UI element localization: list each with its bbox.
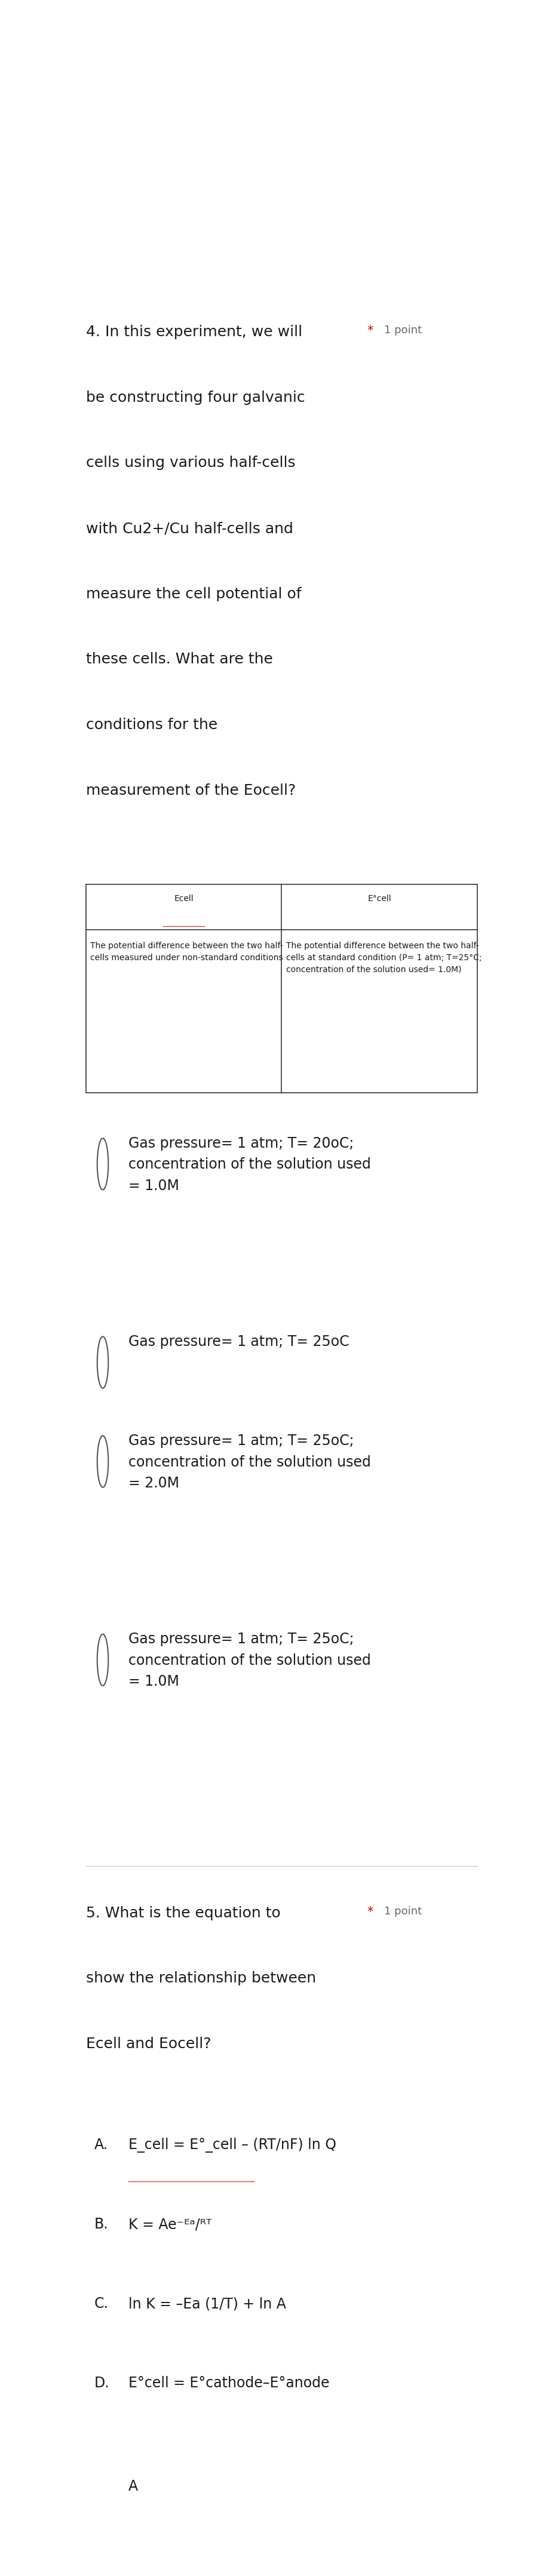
- Text: E°cell = E°cathode–E°anode: E°cell = E°cathode–E°anode: [128, 2375, 329, 2391]
- Text: these cells. What are the: these cells. What are the: [86, 652, 272, 667]
- Text: The potential difference between the two half-
cells at standard condition (P= 1: The potential difference between the two…: [285, 943, 481, 974]
- Text: Gas pressure= 1 atm; T= 25oC;
concentration of the solution used
= 1.0M: Gas pressure= 1 atm; T= 25oC; concentrat…: [128, 1633, 371, 1690]
- Text: Gas pressure= 1 atm; T= 25oC;
concentration of the solution used
= 2.0M: Gas pressure= 1 atm; T= 25oC; concentrat…: [128, 1435, 371, 1492]
- Text: measurement of the Eocell?: measurement of the Eocell?: [86, 783, 295, 799]
- Text: cells using various half-cells: cells using various half-cells: [86, 456, 295, 471]
- Text: 1 point: 1 point: [383, 1906, 421, 1917]
- Text: A.: A.: [94, 2138, 108, 2154]
- Text: *: *: [367, 325, 373, 337]
- Text: be constructing four galvanic: be constructing four galvanic: [86, 392, 305, 404]
- Text: conditions for the: conditions for the: [86, 719, 217, 732]
- Text: B.: B.: [94, 2218, 108, 2231]
- Text: 5. What is the equation to: 5. What is the equation to: [86, 1906, 280, 1919]
- Text: K = Ae⁻ᴱᵃ/ᴿᵀ: K = Ae⁻ᴱᵃ/ᴿᵀ: [128, 2218, 211, 2231]
- Text: E_cell = E°_cell – (RT/nF) ln Q: E_cell = E°_cell – (RT/nF) ln Q: [128, 2138, 336, 2154]
- Text: Gas pressure= 1 atm; T= 20oC;
concentration of the solution used
= 1.0M: Gas pressure= 1 atm; T= 20oC; concentrat…: [128, 1136, 371, 1193]
- Text: 4. In this experiment, we will: 4. In this experiment, we will: [86, 325, 302, 340]
- Text: The potential difference between the two half-
cells measured under non-standard: The potential difference between the two…: [90, 943, 282, 961]
- Text: show the relationship between: show the relationship between: [86, 1971, 316, 1986]
- Text: C.: C.: [94, 2298, 108, 2311]
- Text: measure the cell potential of: measure the cell potential of: [86, 587, 301, 600]
- Text: A: A: [128, 2478, 138, 2494]
- Bar: [86, 884, 477, 1092]
- Text: E°cell: E°cell: [367, 894, 391, 902]
- Text: Ecell and Eocell?: Ecell and Eocell?: [86, 2038, 211, 2050]
- Text: ln K = –Ea (1/T) + ln A: ln K = –Ea (1/T) + ln A: [128, 2298, 285, 2311]
- Text: Gas pressure= 1 atm; T= 25oC: Gas pressure= 1 atm; T= 25oC: [128, 1334, 349, 1350]
- Text: D.: D.: [94, 2375, 109, 2391]
- Text: Ecell: Ecell: [174, 894, 193, 902]
- Text: 1 point: 1 point: [383, 325, 421, 335]
- Text: *: *: [367, 1906, 373, 1917]
- Text: with Cu2+/Cu half-cells and: with Cu2+/Cu half-cells and: [86, 520, 293, 536]
